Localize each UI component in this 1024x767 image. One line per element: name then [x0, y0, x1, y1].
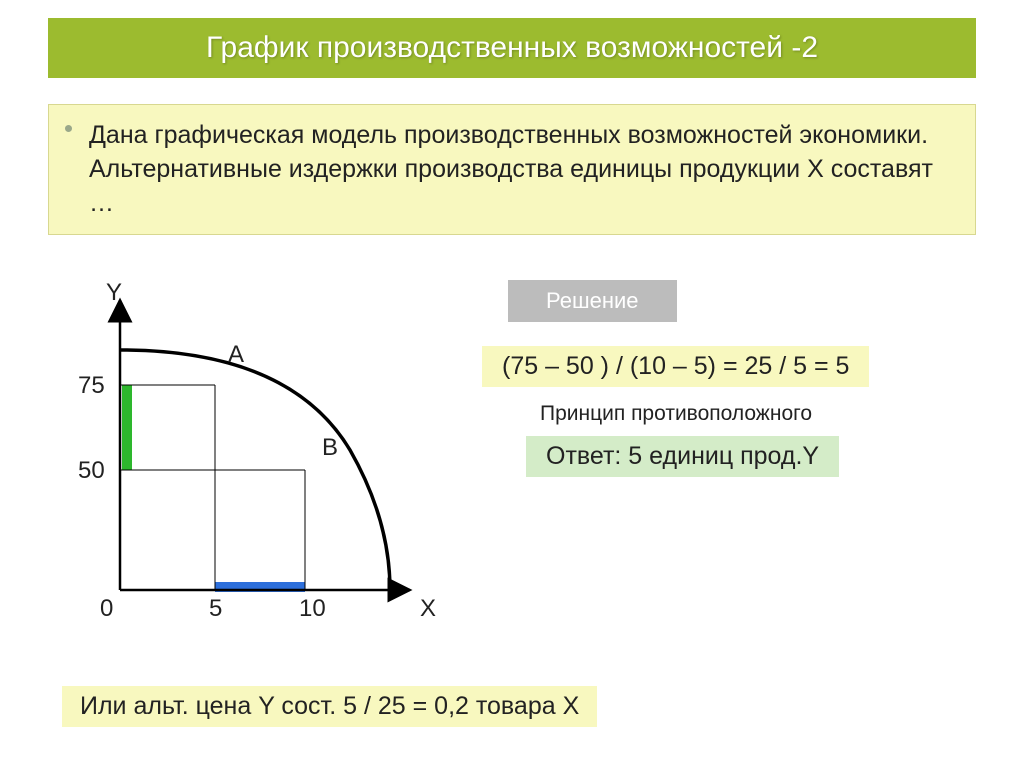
point-label: A [228, 341, 244, 368]
point-label: B [322, 434, 338, 461]
y-axis-label: Y [106, 279, 122, 306]
slide-title: График производственных возможностей -2 [206, 31, 818, 65]
slide-title-bar: График производственных возможностей -2 [48, 18, 976, 78]
solution-label: Решение [546, 288, 639, 313]
answer-text: Ответ: 5 единиц прод.Y [546, 442, 819, 470]
y-tick-label: 75 [78, 372, 105, 399]
solution-button[interactable]: Решение [508, 280, 677, 322]
bullet-icon [65, 125, 72, 132]
chart-svg: 05105075XYAB [60, 290, 440, 650]
alt-price-box: Или альт. цена Y сост. 5 / 25 = 0,2 това… [62, 686, 597, 727]
problem-text: Дана графическая модель производственных… [89, 121, 933, 217]
principle-text: Принцип противоположного [540, 402, 812, 426]
equation-text: (75 – 50 ) / (10 – 5) = 25 / 5 = 5 [502, 352, 849, 380]
answer-box: Ответ: 5 единиц прод.Y [526, 436, 839, 477]
x-axis-label: X [420, 595, 436, 622]
ppf-chart: 05105075XYAB [60, 290, 440, 650]
y-tick-label: 50 [78, 457, 105, 484]
alt-price-text: Или альт. цена Y сост. 5 / 25 = 0,2 това… [80, 692, 579, 720]
equation-box: (75 – 50 ) / (10 – 5) = 25 / 5 = 5 [482, 346, 869, 387]
origin-label: 0 [100, 595, 113, 622]
x-tick-label: 10 [299, 595, 326, 622]
problem-text-box: Дана графическая модель производственных… [48, 104, 976, 235]
chart-bar [122, 385, 132, 470]
x-tick-label: 5 [209, 595, 222, 622]
